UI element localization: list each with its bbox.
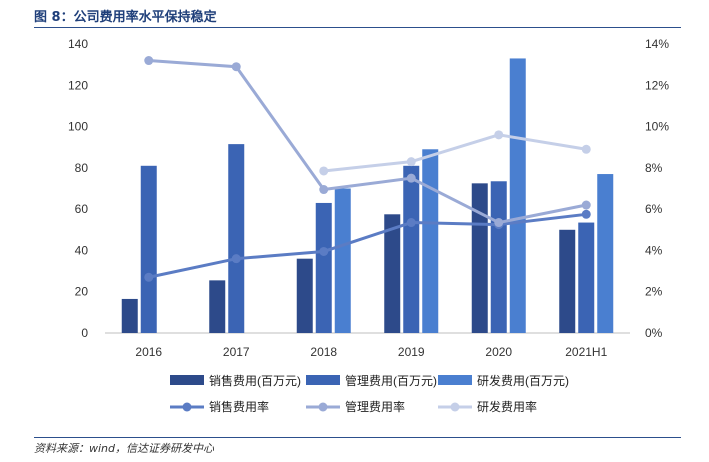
x-tick-label: 2021H1	[565, 345, 607, 359]
y2-tick-label: 2%	[645, 285, 663, 299]
figure-title: 图 8：公司费用率水平保持稳定	[34, 10, 217, 25]
line-point-2	[581, 200, 591, 210]
y-tick-label: 20	[75, 285, 89, 299]
y2-tick-label: 12%	[645, 78, 669, 92]
y-tick-label: 60	[75, 202, 89, 216]
bar-1	[384, 214, 401, 333]
legend-marker-line-3	[450, 402, 460, 412]
y2-tick-label: 8%	[645, 161, 663, 175]
bar-3	[334, 188, 351, 333]
legend-label-line-3: 研发费用率	[477, 399, 537, 414]
bar-1	[559, 229, 576, 333]
legend-label-bar-1: 销售费用(百万元)	[209, 373, 301, 388]
x-tick-label: 2020	[485, 345, 512, 359]
line-point-1	[406, 218, 416, 228]
source-note: 资料来源：wind，信达证券研发中心	[34, 442, 215, 455]
bar-3	[422, 149, 439, 333]
bar-1	[471, 183, 488, 333]
y-tick-label: 80	[75, 161, 89, 175]
legend-label-bar-3: 研发费用(百万元)	[477, 373, 569, 388]
legend-label-bar-2: 管理费用(百万元)	[345, 373, 437, 388]
y-tick-label: 140	[68, 37, 88, 51]
line-point-3	[319, 166, 329, 176]
line-point-3	[406, 157, 416, 167]
line-series-2	[148, 59, 587, 225]
x-tick-label: 2019	[398, 345, 425, 359]
legend-label-line-1: 销售费用率	[209, 399, 269, 414]
y2-tick-label: 6%	[645, 202, 663, 216]
y2-tick-label: 4%	[645, 243, 663, 257]
bar-2	[140, 165, 157, 333]
bar-1	[296, 258, 313, 333]
line-point-2	[319, 185, 329, 195]
line-point-1	[144, 272, 154, 282]
x-tick-label: 2017	[223, 345, 250, 359]
bar-2	[490, 181, 507, 333]
line-point-2	[494, 218, 504, 228]
legend-marker-line-2	[318, 402, 328, 412]
line-point-2	[406, 173, 416, 183]
bar-1	[209, 280, 226, 333]
legend-swatch-bar-3	[438, 375, 472, 385]
bar-2	[228, 144, 245, 333]
x-tick-label: 2016	[135, 345, 162, 359]
line-point-3	[494, 130, 504, 140]
source-divider	[34, 437, 681, 438]
line-point-1	[231, 254, 241, 264]
line-point-1	[319, 246, 329, 256]
y-tick-label: 0	[81, 326, 88, 340]
bar-3	[597, 174, 614, 333]
title-divider	[34, 27, 681, 28]
bar-1	[121, 298, 138, 333]
bar-2	[578, 222, 595, 333]
bar-3	[509, 58, 526, 333]
bar-2	[403, 165, 420, 333]
line-point-1	[581, 209, 591, 219]
line-point-3	[581, 144, 591, 154]
y-tick-label: 100	[68, 120, 88, 134]
line-point-2	[231, 62, 241, 72]
legend-swatch-bar-1	[170, 375, 204, 385]
y2-tick-label: 14%	[645, 37, 669, 51]
line-series-1	[148, 212, 587, 279]
legend-label-line-2: 管理费用率	[345, 399, 405, 414]
legend-swatch-bar-2	[306, 375, 340, 385]
y-tick-label: 40	[75, 243, 89, 257]
y2-tick-label: 10%	[645, 120, 669, 134]
line-point-2	[144, 56, 154, 66]
y2-tick-label: 0%	[645, 326, 663, 340]
y-tick-label: 120	[68, 78, 88, 92]
bar-2	[315, 202, 332, 333]
legend-marker-line-1	[182, 402, 192, 412]
line-series-3	[323, 133, 587, 173]
x-tick-label: 2018	[310, 345, 337, 359]
